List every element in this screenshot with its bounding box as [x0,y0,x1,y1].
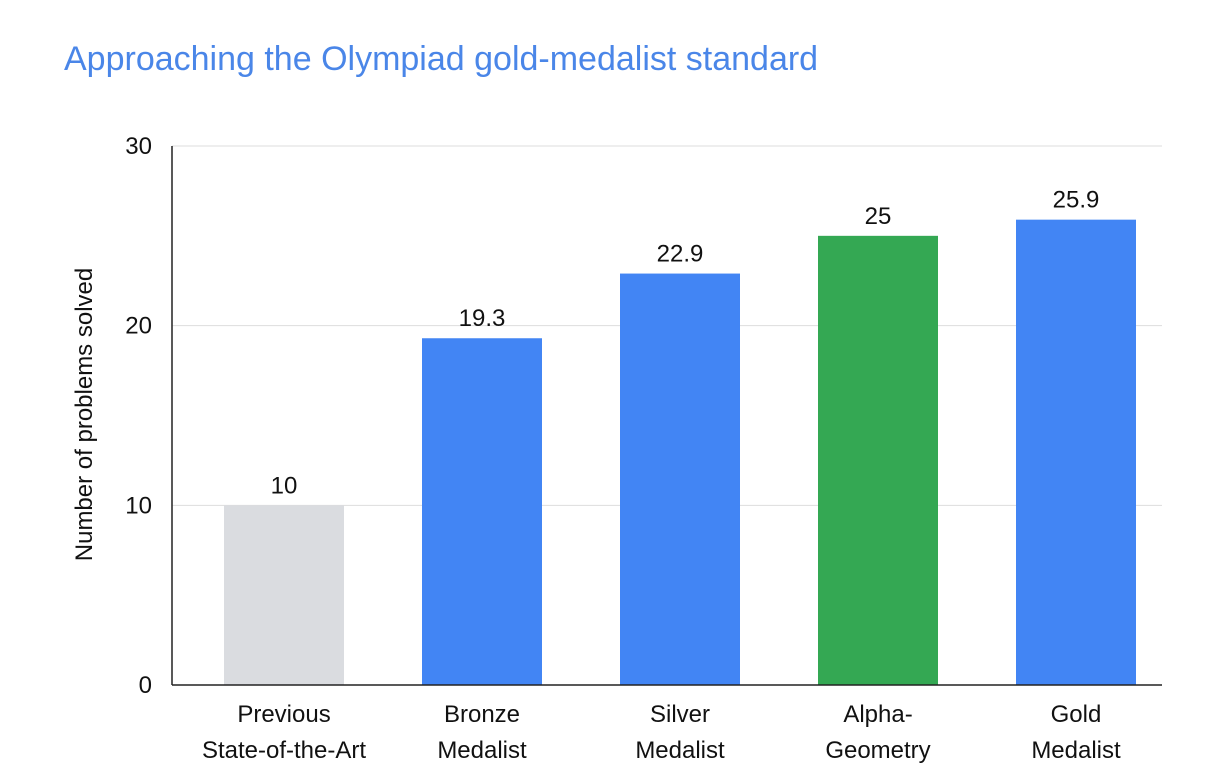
bar [620,273,740,685]
x-tick-label: Medalist [1031,737,1121,764]
x-tick-label: Alpha- [843,701,912,728]
y-tick-label: 10 [125,492,152,519]
bar [1016,219,1136,685]
y-tick-label: 0 [139,672,152,699]
bar [422,338,542,685]
data-label: 19.3 [459,305,506,332]
data-label: 10 [271,472,298,499]
data-label: 25 [865,203,892,230]
x-tick-label: Medalist [437,737,527,764]
x-tick-label: Geometry [825,737,930,764]
x-tick-label: State-of-the-Art [202,737,366,764]
x-tick-label: Medalist [635,737,725,764]
x-tick-label: Silver [650,701,710,728]
y-axis-title: Number of problems solved [71,268,98,561]
bar [818,235,938,686]
bar [224,505,344,685]
y-tick-label: 30 [125,133,152,160]
x-tick-label: Previous [237,701,330,728]
data-label: 22.9 [657,241,704,268]
data-label: 25.9 [1053,187,1100,214]
x-tick-label: Gold [1051,701,1102,728]
x-tick-label: Bronze [444,701,520,728]
chart-title: Approaching the Olympiad gold-medalist s… [64,40,819,78]
y-tick-label: 20 [125,313,152,340]
